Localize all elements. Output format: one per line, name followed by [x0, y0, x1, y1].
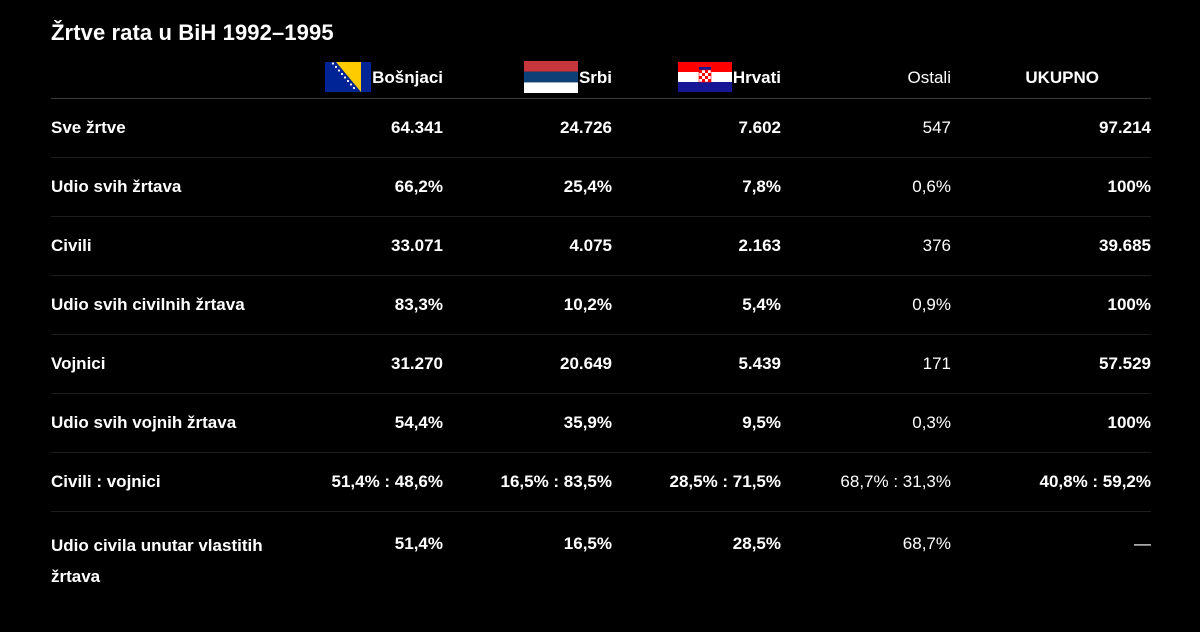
cell-ostali: 0,3%: [781, 393, 951, 453]
casualties-table: Bošnjaci Srbi: [51, 58, 1151, 604]
cell-hrvati: 7.602: [612, 98, 781, 158]
column-header-srbi-label: Srbi: [578, 68, 612, 87]
cell-hrvati: 7,8%: [612, 157, 781, 217]
cell-bosnjaci: 51,4% : 48,6%: [266, 452, 443, 512]
table-header-row: Bošnjaci Srbi: [51, 58, 1151, 99]
cell-ukupno: 97.214: [951, 98, 1151, 158]
cell-ostali: 376: [781, 216, 951, 276]
cell-ostali: 68,7% : 31,3%: [781, 452, 951, 512]
row-label: Udio svih žrtava: [51, 157, 266, 217]
cell-bosnjaci: 31.270: [266, 334, 443, 394]
table-row: Udio svih vojnih žrtava 54,4% 35,9% 9,5%…: [51, 393, 1151, 453]
column-header-hrvati: Hrvati: [612, 58, 781, 99]
cell-ostali: 171: [781, 334, 951, 394]
header-empty-cell: [51, 58, 266, 99]
cell-ukupno: 100%: [951, 275, 1151, 335]
table-row: Udio svih civilnih žrtava 83,3% 10,2% 5,…: [51, 275, 1151, 335]
cell-ostali: 68,7%: [902, 534, 951, 553]
cell-srbi: 4.075: [443, 216, 612, 276]
cell-ostali: 547: [781, 98, 951, 158]
table-row: Civili : vojnici 51,4% : 48,6% 16,5% : 8…: [51, 452, 1151, 512]
croatia-flag-icon: [677, 62, 732, 92]
column-header-ukupno: UKUPNO: [951, 58, 1151, 99]
page-title: Žrtve rata u BiH 1992–1995: [51, 20, 334, 45]
cell-hrvati: 5,4%: [612, 275, 781, 335]
cell-bosnjaci: 66,2%: [266, 157, 443, 217]
serbia-flag-icon: [523, 61, 578, 93]
row-label: Udio svih vojnih žrtava: [51, 393, 266, 453]
cell-bosnjaci: 33.071: [266, 216, 443, 276]
cell-bosnjaci: 51,4%: [394, 534, 443, 553]
table-row: Udio civila unutar vlastitih žrtava 51,4…: [51, 512, 1151, 605]
row-label: Civili: [51, 216, 266, 276]
cell-srbi: 20.649: [443, 334, 612, 394]
column-header-bosnjaci-label: Bošnjaci: [372, 68, 443, 87]
table-row: Civili 33.071 4.075 2.163 376 39.685: [51, 216, 1151, 276]
cell-srbi: 35,9%: [443, 393, 612, 453]
cell-ostali: 0,6%: [781, 157, 951, 217]
cell-bosnjaci: 83,3%: [266, 275, 443, 335]
cell-hrvati: 9,5%: [612, 393, 781, 453]
cell-bosnjaci: 64.341: [266, 98, 443, 158]
cell-hrvati: 28,5%: [732, 534, 781, 553]
row-label: Sve žrtve: [51, 98, 266, 158]
cell-srbi: 16,5% : 83,5%: [443, 452, 612, 512]
row-label: Civili : vojnici: [51, 452, 266, 512]
cell-ukupno: 40,8% : 59,2%: [951, 452, 1151, 512]
cell-srbi: 10,2%: [443, 275, 612, 335]
cell-ukupno: 39.685: [951, 216, 1151, 276]
column-header-ostali: Ostali: [781, 58, 951, 99]
cell-ukupno: —: [1134, 534, 1151, 553]
cell-hrvati: 5.439: [612, 334, 781, 394]
cell-bosnjaci: 54,4%: [266, 393, 443, 453]
table-row: Vojnici 31.270 20.649 5.439 171 57.529: [51, 334, 1151, 394]
table-row: Sve žrtve 64.341 24.726 7.602 547 97.214: [51, 98, 1151, 158]
cell-srbi: 16,5%: [563, 534, 612, 553]
bosnia-herzegovina-flag-icon: [325, 62, 372, 92]
cell-ukupno: 57.529: [951, 334, 1151, 394]
cell-srbi: 25,4%: [443, 157, 612, 217]
cell-hrvati: 2.163: [612, 216, 781, 276]
table-row: Udio svih žrtava 66,2% 25,4% 7,8% 0,6% 1…: [51, 157, 1151, 217]
row-label: Vojnici: [51, 334, 266, 394]
cell-srbi: 24.726: [443, 98, 612, 158]
cell-hrvati: 28,5% : 71,5%: [612, 452, 781, 512]
cell-ukupno: 100%: [951, 393, 1151, 453]
row-label: Udio svih civilnih žrtava: [51, 275, 266, 335]
cell-ukupno: 100%: [951, 157, 1151, 217]
cell-ostali: 0,9%: [781, 275, 951, 335]
column-header-srbi: Srbi: [443, 58, 612, 99]
column-header-hrvati-label: Hrvati: [732, 68, 781, 87]
row-label: Udio civila unutar vlastitih žrtava: [51, 536, 263, 586]
column-header-bosnjaci: Bošnjaci: [266, 58, 443, 99]
